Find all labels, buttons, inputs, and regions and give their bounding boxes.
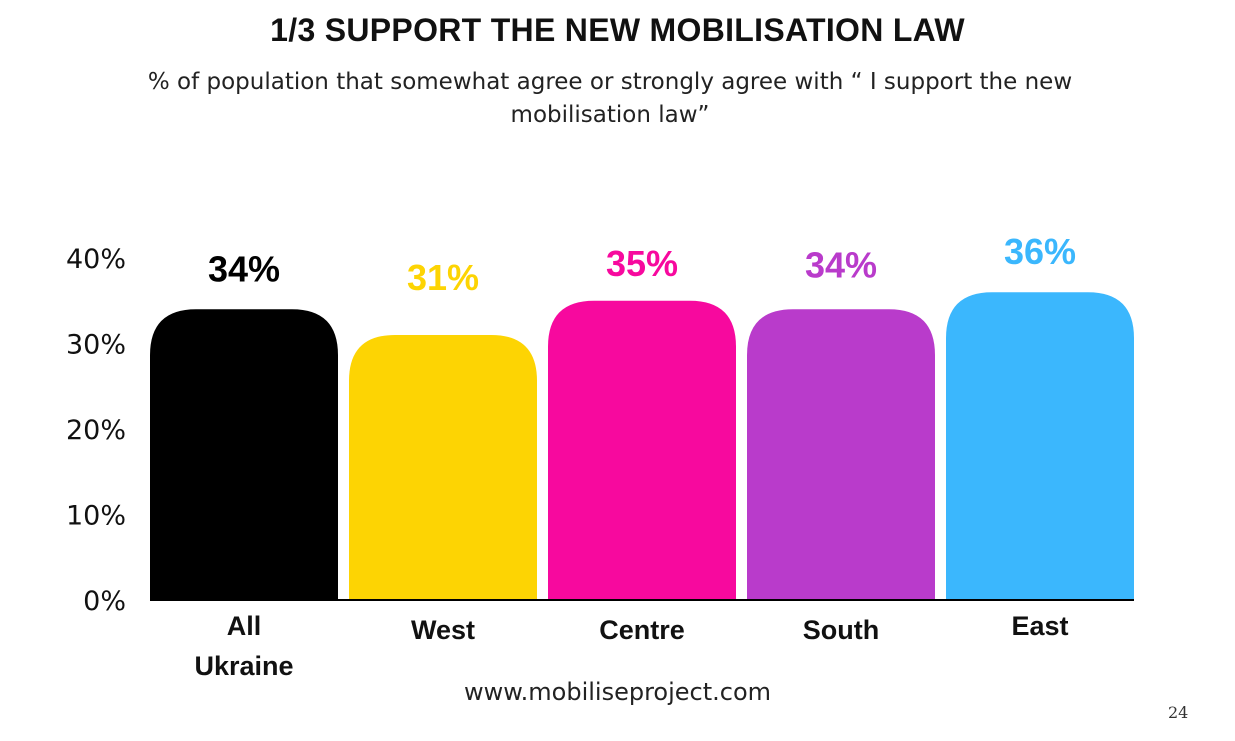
- page-number: 24: [1168, 703, 1189, 722]
- y-tick-label: 30%: [66, 330, 126, 361]
- bar: [747, 309, 935, 600]
- x-tick-label: All: [227, 611, 262, 641]
- y-tick-label: 10%: [66, 501, 126, 532]
- bar: [150, 309, 338, 600]
- data-label: 36%: [1004, 231, 1076, 272]
- y-tick-label: 20%: [66, 415, 126, 446]
- data-label: 35%: [606, 243, 678, 284]
- data-label: 34%: [208, 248, 280, 289]
- x-tick-label: Centre: [599, 615, 685, 645]
- x-tick-label: East: [1011, 611, 1068, 641]
- bar: [548, 300, 736, 600]
- x-tick-label: West: [411, 615, 475, 645]
- y-tick-label: 40%: [66, 244, 126, 275]
- footer-url: www.mobiliseproject.com: [463, 678, 772, 706]
- data-label: 31%: [407, 257, 479, 298]
- x-tick-label: Ukraine: [194, 651, 293, 681]
- bar: [946, 292, 1134, 600]
- chart-subtitle: % of population that somewhat agree or s…: [147, 69, 1073, 128]
- x-tick-label: South: [803, 615, 879, 645]
- bar: [349, 334, 537, 600]
- y-tick-label: 0%: [83, 586, 126, 617]
- chart-title: 1/3 SUPPORT THE NEW MOBILISATION LAW: [270, 12, 965, 48]
- data-label: 34%: [805, 244, 877, 285]
